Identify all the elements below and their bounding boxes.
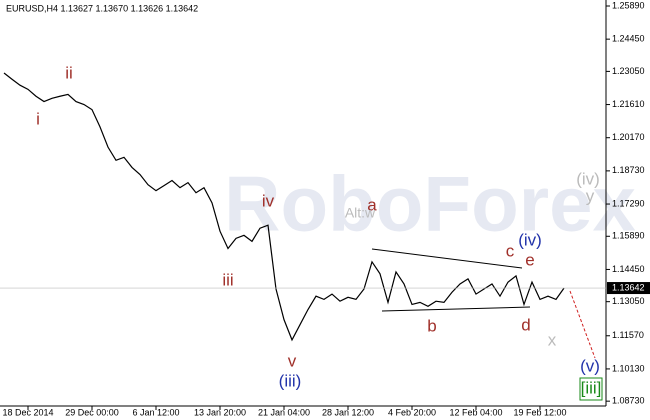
wave-label: e xyxy=(525,250,534,269)
current-price-label: 1.13642 xyxy=(612,282,645,292)
wave-label: iii xyxy=(222,270,233,289)
y-tick-label: 1.14450 xyxy=(612,264,645,274)
watermark: RoboForex xyxy=(224,160,636,248)
y-tick-label: 1.20170 xyxy=(612,132,645,142)
x-tick-label: 29 Dec 00:00 xyxy=(65,407,119,417)
x-tick-label: 18 Dec 2014 xyxy=(2,407,53,417)
y-tick-label: 1.24450 xyxy=(612,34,645,44)
wave-label: v xyxy=(288,351,297,370)
wave-label: y xyxy=(586,186,595,205)
price-line xyxy=(3,72,565,342)
x-tick-label: 19 Feb 12:00 xyxy=(513,407,566,417)
y-tick-label: 1.23050 xyxy=(612,66,645,76)
chart-title: EURUSD,H4 1.13627 1.13670 1.13626 1.1364… xyxy=(6,3,198,13)
y-tick-label: 1.13050 xyxy=(612,296,645,306)
wave-label: (v) xyxy=(580,356,600,375)
price-box xyxy=(607,282,650,295)
wave-label: (iv) xyxy=(576,169,600,188)
x-tick-label: 21 Jan 04:00 xyxy=(258,407,310,417)
x-tick-label: 6 Jan 12:00 xyxy=(132,407,179,417)
x-tick-label: 28 Jan 12:00 xyxy=(322,407,374,417)
wave-label: d xyxy=(521,315,530,334)
y-tick-label: 1.10130 xyxy=(612,363,645,373)
wave-label: ii xyxy=(65,63,73,82)
trendline xyxy=(371,248,523,269)
y-tick-label: 1.18730 xyxy=(612,165,645,175)
projection xyxy=(569,290,596,359)
y-tick-label: 1.15890 xyxy=(612,231,645,241)
box xyxy=(579,377,603,401)
y-tick-label: 1.25890 xyxy=(612,0,645,10)
y-tick-label: 1.21610 xyxy=(612,99,645,109)
x-tick-label: 4 Feb 20:00 xyxy=(388,407,436,417)
wave-label: b xyxy=(427,316,436,335)
wave-label: (iii) xyxy=(279,371,302,390)
x-tick-label: 13 Jan 20:00 xyxy=(194,407,246,417)
trendline xyxy=(381,306,531,312)
wave-label: c xyxy=(506,241,515,260)
y-tick-label: 1.08730 xyxy=(612,396,645,406)
x-tick-label: 12 Feb 04:00 xyxy=(449,407,502,417)
y-tick-label: 1.11570 xyxy=(612,330,644,340)
wave-label: a xyxy=(367,195,377,214)
wave-label: Alt:w xyxy=(345,205,376,221)
wave-label: x xyxy=(548,330,557,349)
wave-label: i xyxy=(36,109,40,128)
wave-label: (iv) xyxy=(518,230,542,249)
y-tick-label: 1.17290 xyxy=(612,198,645,208)
wave-label: iv xyxy=(262,191,275,210)
wave-label: [iii] xyxy=(581,378,602,397)
